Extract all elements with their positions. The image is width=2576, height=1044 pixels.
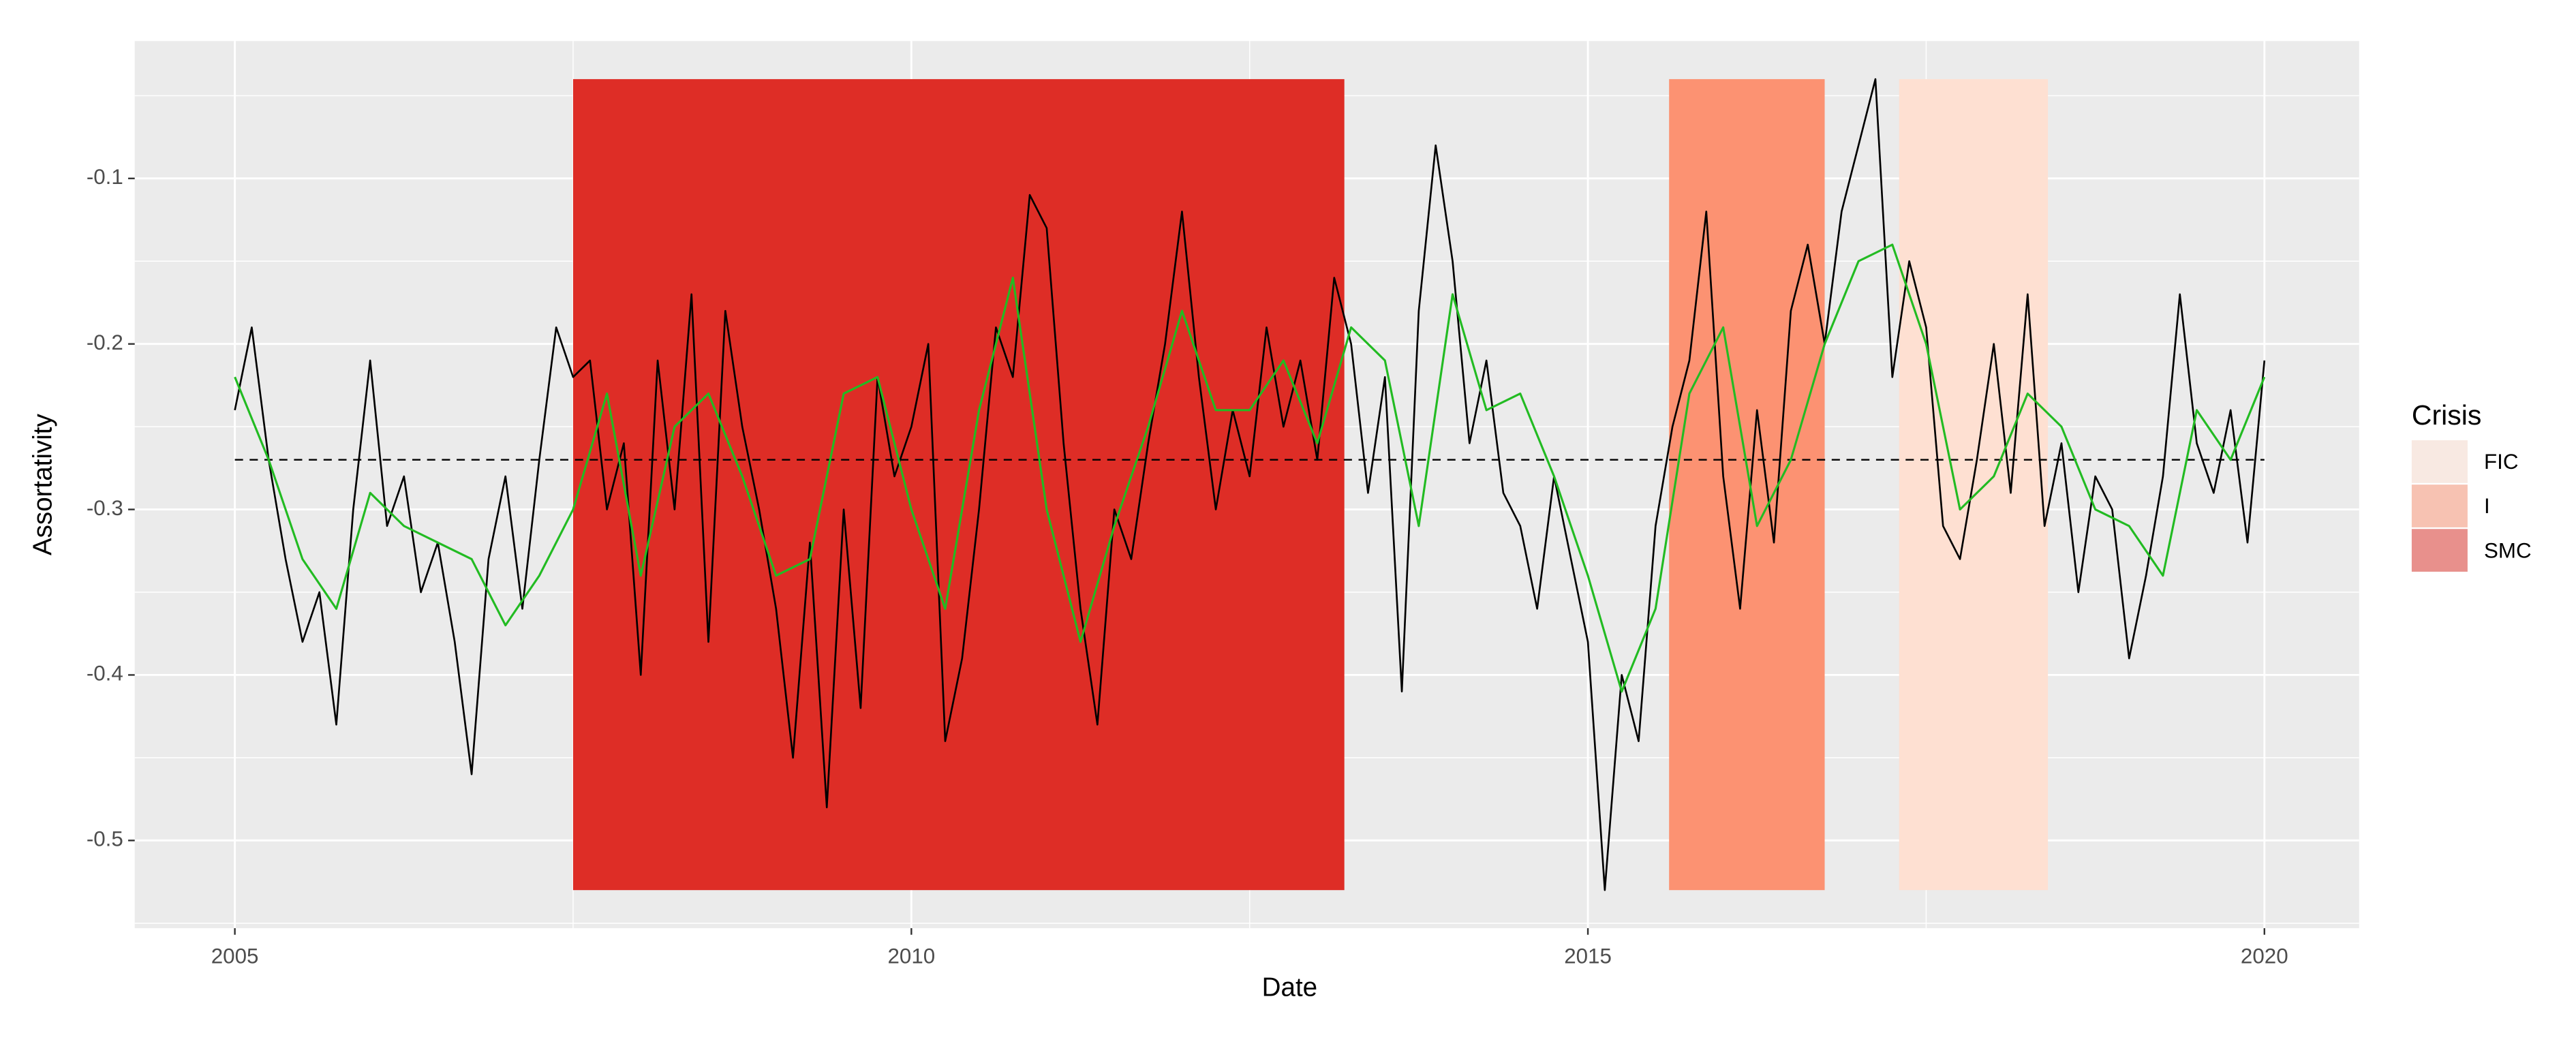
legend-title: Crisis xyxy=(2412,399,2481,431)
x-tick-label: 2020 xyxy=(2241,945,2288,968)
y-tick-label: -0.4 xyxy=(87,662,123,686)
y-axis-title: Assortativity xyxy=(28,414,57,556)
y-tick-label: -0.5 xyxy=(87,827,123,851)
crisis-region xyxy=(572,79,1345,891)
y-tick-label: -0.3 xyxy=(87,496,123,520)
x-tick-label: 2010 xyxy=(887,945,935,968)
legend-key xyxy=(2411,485,2468,527)
legend-label: SMC xyxy=(2484,538,2532,562)
series-line xyxy=(234,243,2266,693)
y-tick-label: -0.2 xyxy=(87,331,123,354)
legend-label: FIC xyxy=(2484,450,2518,474)
x-axis-title: Date xyxy=(1262,972,1317,1002)
x-tick-label: 2015 xyxy=(1564,945,1612,968)
legend-key xyxy=(2411,440,2468,483)
legend-key xyxy=(2411,529,2468,572)
y-tick-label: -0.1 xyxy=(87,165,123,189)
x-tick-label: 2005 xyxy=(211,945,259,968)
crisis-region xyxy=(1669,79,1825,891)
series-line xyxy=(234,78,2266,891)
legend-label: I xyxy=(2484,494,2490,518)
